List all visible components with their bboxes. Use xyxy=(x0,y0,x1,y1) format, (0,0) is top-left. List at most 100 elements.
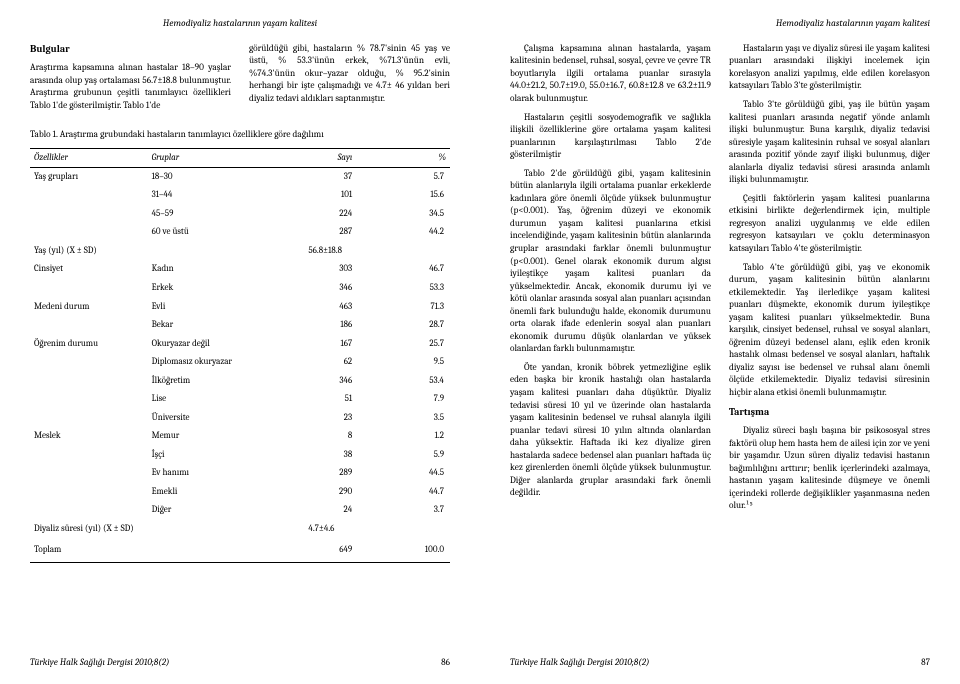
cell-feature xyxy=(30,482,148,501)
intro-block: Bulgular Araştırma kapsamına alınan hast… xyxy=(30,43,450,115)
cell-pct: 15.6 xyxy=(370,186,450,205)
table-row: Yaş grupları18–30375.7 xyxy=(30,167,450,186)
cell-group: İlköğretim xyxy=(148,371,291,390)
table1-caption: Tablo 1. Araştırma grubundaki hastaların… xyxy=(30,129,450,142)
cell-group xyxy=(148,520,291,539)
cell-pct: 3.5 xyxy=(370,408,450,427)
cell-group: Okuryazar değil xyxy=(148,334,291,353)
table-row: CinsiyetKadın30346.7 xyxy=(30,260,450,279)
cell-feature xyxy=(30,501,148,520)
cell-feature: Diyaliz süresi (yıl) (X ± SD) xyxy=(30,520,148,539)
r-para-7: Tablo 4'te görüldüğü gibi, yaş ve ekonom… xyxy=(729,262,930,400)
page-num-left: 86 xyxy=(441,657,450,670)
cell-group: İşçi xyxy=(148,445,291,464)
cell-n: 8 xyxy=(290,427,370,446)
cell-pct: 3.7 xyxy=(370,501,450,520)
r-para-6: Çeşitli faktörlerin yaşam kalitesi puanl… xyxy=(729,193,930,256)
cell-feature: Öğrenim durumu xyxy=(30,334,148,353)
section-title-bulgular: Bulgular xyxy=(30,43,231,57)
cell-feature xyxy=(30,390,148,409)
r-para-1: Hastaların çeşitli sosyodemografik ve sa… xyxy=(510,112,711,162)
r-para-0: Çalışma kapsamına alınan hastalarda, yaş… xyxy=(510,43,711,106)
left-page: Hemodiyaliz hastalarının yaşam kalitesi … xyxy=(0,0,480,684)
cell-n: 62 xyxy=(290,353,370,372)
cell-feature: Meslek xyxy=(30,427,148,446)
cell-n: 24 xyxy=(290,501,370,520)
running-head-right: Hemodiyaliz hastalarının yaşam kalitesi xyxy=(510,18,930,31)
r-para-4: Hastaların yaşı ve diyaliz süresi ile ya… xyxy=(729,43,930,93)
cell-pct: 5.9 xyxy=(370,445,450,464)
cell-group: Kadın xyxy=(148,260,291,279)
cell-feature xyxy=(30,316,148,335)
table-row: Yaş (yıl) (X ± SD)56.8±18.8 xyxy=(30,242,450,261)
cell-pct: 53.3 xyxy=(370,279,450,298)
right-page: Hemodiyaliz hastalarının yaşam kalitesi … xyxy=(480,0,960,684)
cell-n: 649 xyxy=(290,538,370,563)
cell-n: 287 xyxy=(290,223,370,242)
cell-group: Erkek xyxy=(148,279,291,298)
cell-feature xyxy=(30,445,148,464)
cell-group: 60 ve üstü xyxy=(148,223,291,242)
table-row: Diplomasız okuryazar629.5 xyxy=(30,353,450,372)
footer-left: Türkiye Halk Sağlığı Dergisi 2010;8(2) xyxy=(30,657,450,670)
cell-n: 37 xyxy=(290,167,370,186)
cell-group: 31–44 xyxy=(148,186,291,205)
cell-pct: 100.0 xyxy=(370,538,450,563)
cell-n: 290 xyxy=(290,482,370,501)
footer-right: Türkiye Halk Sağlığı Dergisi 2010;8(2) xyxy=(510,657,930,670)
th-pct: % xyxy=(370,148,450,167)
cell-n: 23 xyxy=(290,408,370,427)
table-row: İşçi385.9 xyxy=(30,445,450,464)
table-row: Medeni durumEvli46371.3 xyxy=(30,297,450,316)
cell-group: Lise xyxy=(148,390,291,409)
table-row: Öğrenim durumuOkuryazar değil16725.7 xyxy=(30,334,450,353)
r-para-5: Tablo 3'te görüldüğü gibi, yaş ile bütün… xyxy=(729,99,930,187)
cell-group: Diplomasız okuryazar xyxy=(148,353,291,372)
cell-feature: Yaş grupları xyxy=(30,167,148,186)
table-row: 45–5922434.5 xyxy=(30,205,450,224)
cell-n: 167 xyxy=(290,334,370,353)
intro-para-2: görüldüğü gibi, hastaların % 78.7'sinin … xyxy=(249,43,450,106)
cell-n: 289 xyxy=(290,464,370,483)
cell-feature: Yaş (yıl) (X ± SD) xyxy=(30,242,148,261)
cell-n: 38 xyxy=(290,445,370,464)
cell-feature: Cinsiyet xyxy=(30,260,148,279)
table-row: Diyaliz süresi (yıl) (X ± SD)4.7±4.6 xyxy=(30,520,450,539)
cell-n: 224 xyxy=(290,205,370,224)
cell-group xyxy=(148,242,291,261)
cell-group: Üniversite xyxy=(148,408,291,427)
cell-group: Evli xyxy=(148,297,291,316)
cell-pct: 53.4 xyxy=(370,371,450,390)
cell-feature xyxy=(30,205,148,224)
table-row: Emekli29044.7 xyxy=(30,482,450,501)
cell-n: 463 xyxy=(290,297,370,316)
th-gruplar: Gruplar xyxy=(148,148,291,167)
cell-feature xyxy=(30,186,148,205)
r-para-2: Tablo 2'de görüldüğü gibi, yaşam kalites… xyxy=(510,168,711,356)
cell-feature: Medeni durum xyxy=(30,297,148,316)
right-text-columns: Çalışma kapsamına alınan hastalarda, yaş… xyxy=(510,43,930,603)
cell-feature xyxy=(30,353,148,372)
cell-group xyxy=(148,538,291,563)
cell-pct: 44.2 xyxy=(370,223,450,242)
cell-pct: 7.9 xyxy=(370,390,450,409)
cell-feature xyxy=(30,371,148,390)
th-ozellikler: Özellikler xyxy=(30,148,148,167)
table-row: 31–4410115.6 xyxy=(30,186,450,205)
cell-n: 101 xyxy=(290,186,370,205)
cell-group: 45–59 xyxy=(148,205,291,224)
table-row: İlköğretim34653.4 xyxy=(30,371,450,390)
cell-group: Bekar xyxy=(148,316,291,335)
th-sayi: Sayı xyxy=(290,148,370,167)
cell-pct: 9.5 xyxy=(370,353,450,372)
cell-pct: 34.5 xyxy=(370,205,450,224)
cell-pct: 44.7 xyxy=(370,482,450,501)
cell-pct: 46.7 xyxy=(370,260,450,279)
cell-pct: 5.7 xyxy=(370,167,450,186)
cell-pct: 71.3 xyxy=(370,297,450,316)
cell-feature xyxy=(30,223,148,242)
cell-pct: 28.7 xyxy=(370,316,450,335)
cell-n: 51 xyxy=(290,390,370,409)
table-row: Ev hanımı28944.5 xyxy=(30,464,450,483)
intro-para-1: Araştırma kapsamına alınan hastalar 18–9… xyxy=(30,62,231,112)
